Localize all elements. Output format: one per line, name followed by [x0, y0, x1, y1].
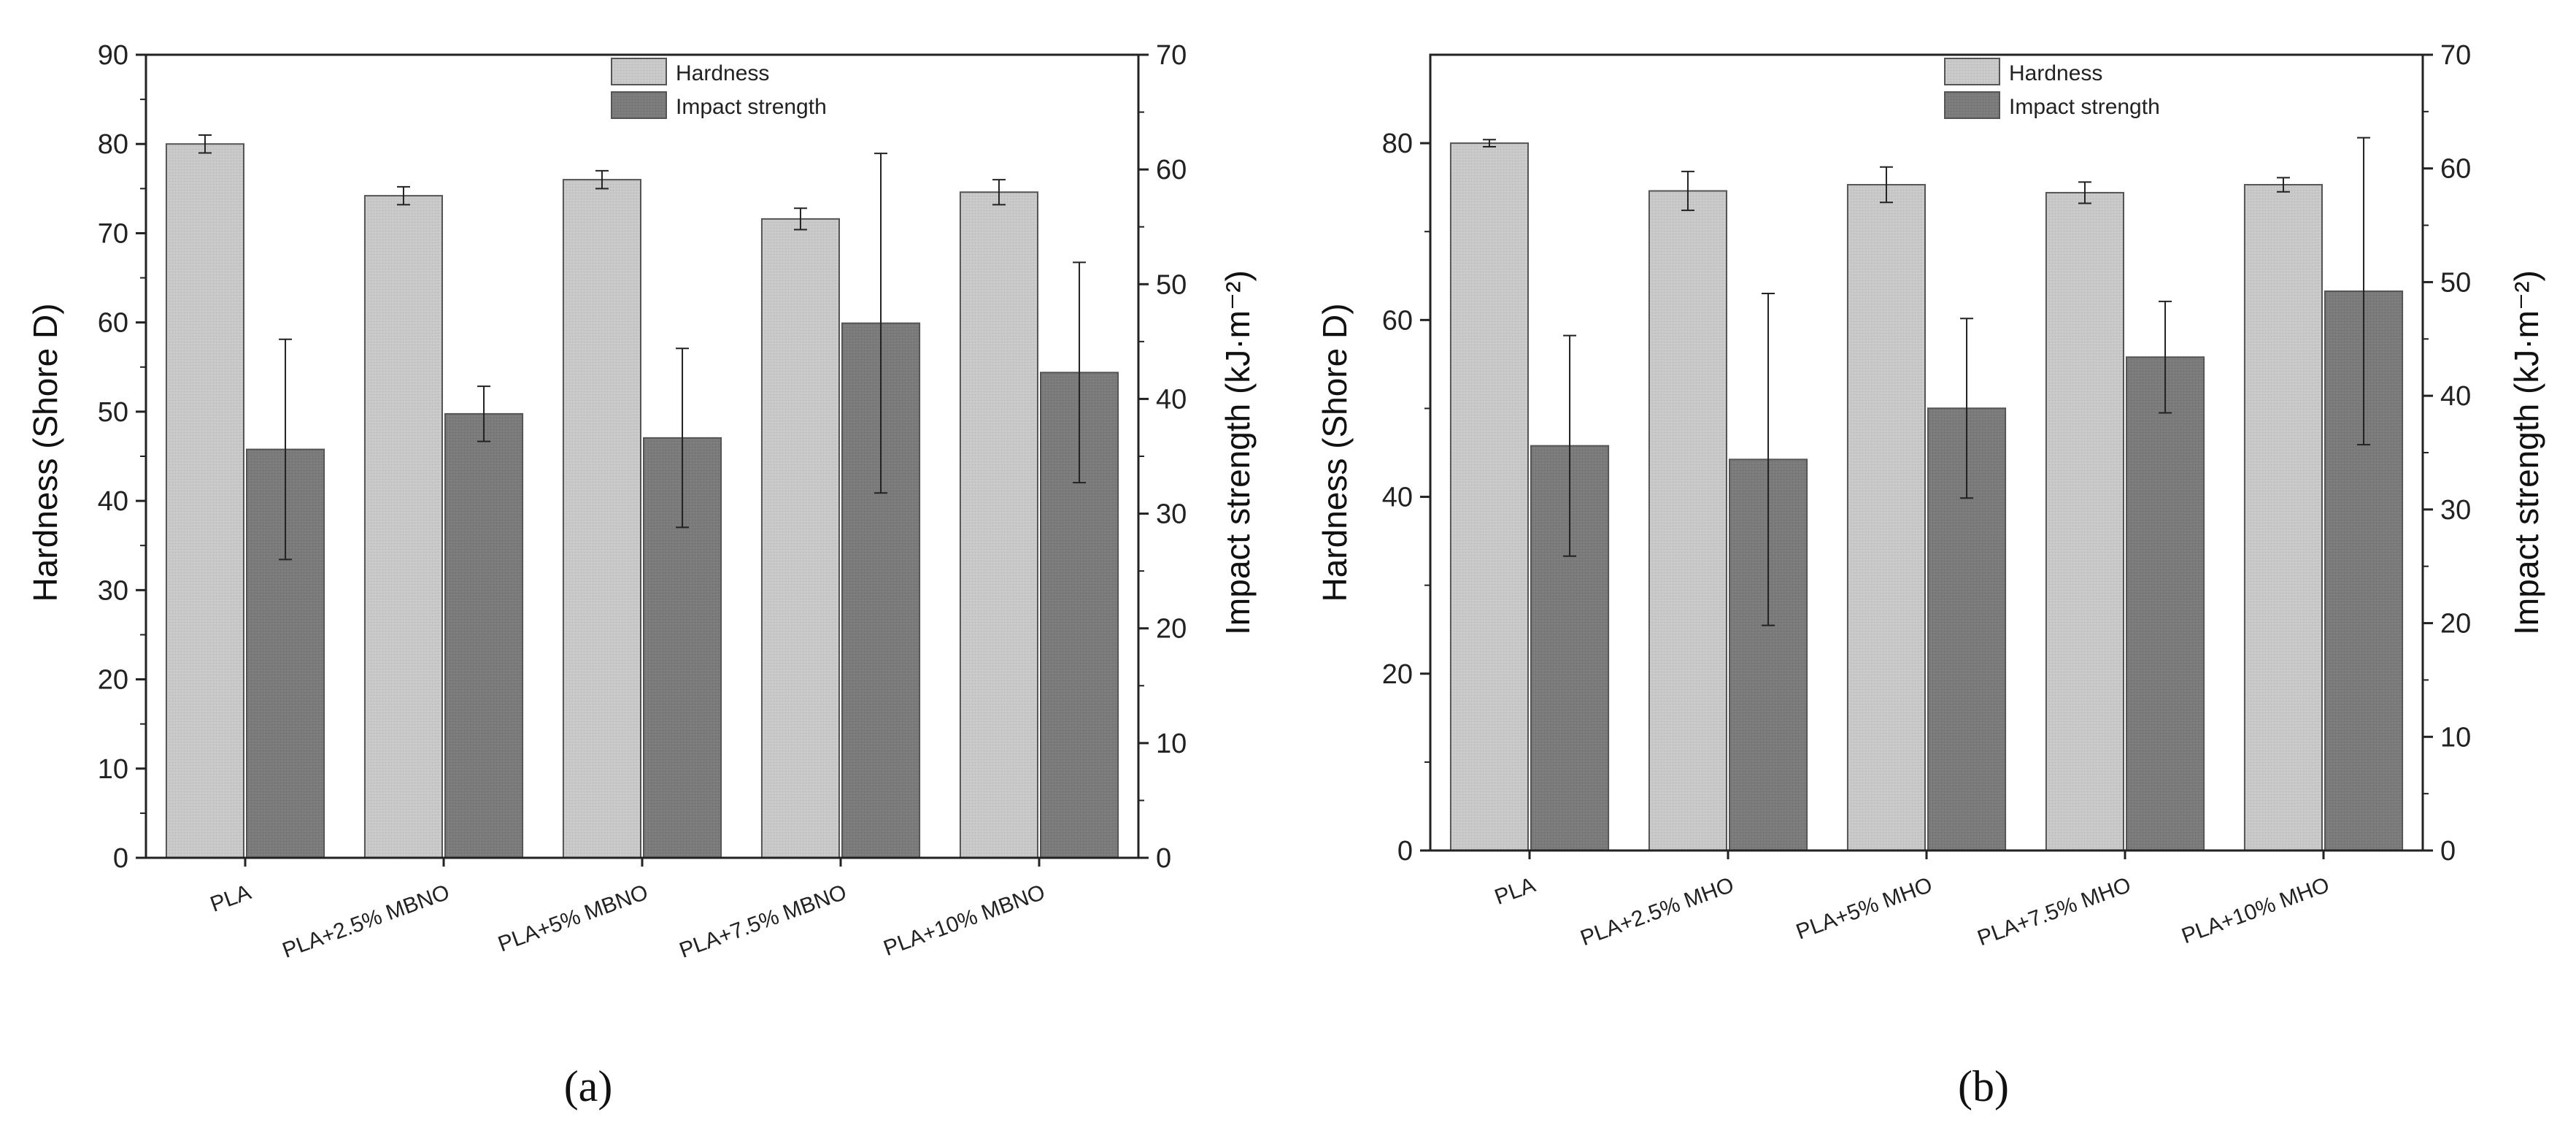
x-tick-label-pla-10-mbno: PLA+10% MBNO	[881, 880, 1049, 961]
legend-swatch-hardness	[611, 58, 667, 85]
right-tick-label: 20	[2440, 609, 2471, 640]
left-tick-label: 80	[1382, 128, 1413, 159]
right-tick-label: 30	[1156, 499, 1187, 530]
chart-panel-a: Hardness (Shore D) Impact strength (kJ·m…	[26, 40, 1257, 1110]
left-tick-label: 30	[98, 575, 128, 606]
x-tick-label-pla-2-5-mho: PLA+2.5% MHO	[1577, 873, 1737, 951]
left-tick-label: 0	[1397, 836, 1413, 867]
left-tick-label: 40	[1382, 483, 1413, 513]
left-tick-label: 50	[98, 397, 128, 428]
left-tick-label: 90	[98, 40, 128, 71]
right-tick-label: 50	[2440, 267, 2471, 298]
x-tick-label-pla: PLA	[207, 880, 255, 917]
right-axis-title: Impact strength (kJ·m⁻²)	[2507, 270, 2545, 635]
legend-label-hardness: Hardness	[676, 61, 769, 85]
right-tick-label: 40	[1156, 384, 1187, 415]
left-tick-label: 80	[98, 129, 128, 160]
left-tick-label: 20	[98, 665, 128, 696]
bar-hardness-pla-7-5-mho	[2045, 191, 2124, 851]
bar-hardness-pla-7-5-mbno	[760, 218, 841, 859]
x-tick-label-pla-10-mho: PLA+10% MHO	[2178, 873, 2332, 949]
bar-hardness-pla	[165, 143, 244, 859]
bar-hardness-pla-5-mho	[1846, 184, 1926, 852]
bar-hardness-pla-10-mbno	[959, 191, 1039, 859]
x-tick-label-pla-2-5-mbno: PLA+2.5% MBNO	[279, 880, 453, 963]
bar-impact-strength-pla-2-5-mbno	[444, 412, 524, 859]
panel-label: (a)	[564, 1062, 613, 1110]
x-tick-label-pla: PLA	[1492, 873, 1539, 910]
bar-impact-strength-pla-7-5-mho	[2126, 356, 2205, 851]
right-axis-title: Impact strength (kJ·m⁻²)	[1219, 270, 1257, 635]
right-tick-label: 30	[2440, 495, 2471, 526]
right-tick-label: 60	[1156, 155, 1187, 185]
legend: Hardness Impact strength	[611, 58, 827, 119]
legend-swatch-impact	[611, 91, 667, 119]
left-tick-label: 20	[1382, 659, 1413, 690]
right-tick-label: 10	[2440, 722, 2471, 753]
legend-label-impact: Impact strength	[676, 95, 827, 119]
chart-panel-b: Hardness (Shore D) Impact strength (kJ·m…	[1316, 40, 2545, 1110]
legend: Hardness Impact strength	[1944, 58, 2160, 119]
x-tick-label-pla-7-5-mho: PLA+7.5% MHO	[1974, 873, 2134, 951]
legend-label-hardness: Hardness	[2009, 61, 2102, 85]
left-tick-label: 10	[98, 754, 128, 785]
bar-hardness-pla-2-5-mbno	[363, 195, 444, 859]
left-tick-label: 60	[1382, 305, 1413, 336]
left-axis-title: Hardness (Shore D)	[26, 303, 64, 602]
x-tick-label-pla-5-mbno: PLA+5% MBNO	[495, 880, 651, 957]
right-tick-label: 70	[2440, 40, 2471, 71]
bar-hardness-pla-2-5-mho	[1648, 190, 1727, 851]
right-tick-label: 0	[2440, 836, 2456, 867]
right-tick-label: 0	[1156, 843, 1171, 874]
legend-label-impact: Impact strength	[2009, 95, 2160, 119]
legend-swatch-impact	[1944, 91, 2000, 119]
right-tick-label: 20	[1156, 614, 1187, 645]
right-tick-label: 60	[2440, 154, 2471, 185]
x-tick-label-pla-7-5-mbno: PLA+7.5% MBNO	[676, 880, 850, 963]
right-tick-label: 10	[1156, 729, 1187, 759]
bar-hardness-pla	[1449, 142, 1530, 852]
x-tick-label-pla-5-mho: PLA+5% MHO	[1793, 873, 1935, 945]
left-tick-label: 60	[98, 308, 128, 339]
right-tick-label: 40	[2440, 381, 2471, 412]
legend-swatch-hardness	[1944, 58, 2000, 85]
left-tick-label: 40	[98, 486, 128, 517]
left-axis-title: Hardness (Shore D)	[1316, 303, 1354, 602]
left-tick-label: 0	[113, 843, 128, 874]
left-tick-label: 70	[98, 218, 128, 249]
right-tick-label: 50	[1156, 269, 1187, 300]
panel-label: (b)	[1958, 1062, 2009, 1110]
right-tick-label: 70	[1156, 40, 1187, 71]
bar-hardness-pla-10-mho	[2243, 184, 2323, 852]
bar-hardness-pla-5-mbno	[562, 179, 641, 859]
